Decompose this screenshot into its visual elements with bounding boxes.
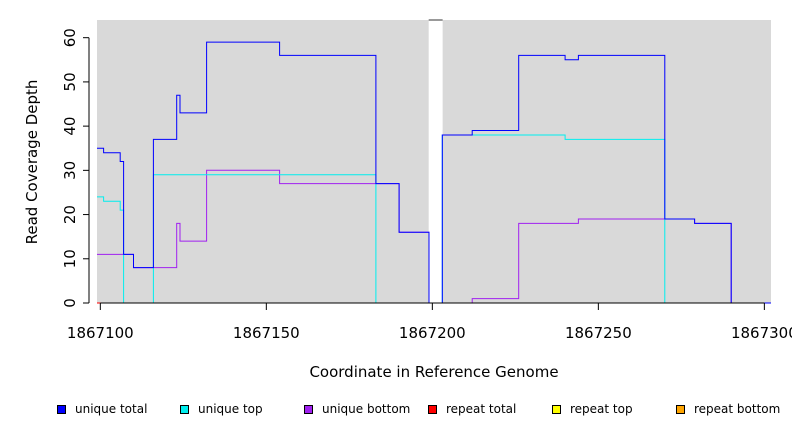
y-tick-label: 40 xyxy=(61,117,79,136)
y-axis-title: Read Coverage Depth xyxy=(23,80,41,245)
y-axis: 0 10 20 30 40 50 60 xyxy=(61,28,90,308)
y-tick-label: 50 xyxy=(61,72,79,91)
legend-label: repeat total xyxy=(446,402,517,416)
legend-item-repeat-total: repeat total xyxy=(428,400,516,418)
y-tick-label: 20 xyxy=(61,205,79,224)
legend-label: repeat bottom xyxy=(694,402,781,416)
legend-label: unique total xyxy=(75,402,148,416)
y-tick-label: 0 xyxy=(61,298,79,308)
series-unique-total xyxy=(97,41,771,304)
y-tick-label: 60 xyxy=(61,28,79,47)
y-tick-label: 30 xyxy=(61,161,79,180)
legend-swatch xyxy=(57,404,66,414)
legend-item-unique-bottom: unique bottom xyxy=(304,400,410,418)
x-tick-label: 1867300 xyxy=(731,324,792,342)
legend-label: unique bottom xyxy=(322,402,411,416)
legend-label: unique top xyxy=(198,402,263,416)
legend-swatch xyxy=(428,404,437,414)
legend-label: repeat top xyxy=(570,402,633,416)
legend-item-unique-top: unique top xyxy=(180,400,263,418)
y-tick-label: 10 xyxy=(61,249,79,268)
x-tick-label: 1867250 xyxy=(565,324,632,342)
legend-swatch xyxy=(304,404,313,414)
plot-panel-left xyxy=(97,20,429,303)
legend: unique total unique top unique bottom repea… xyxy=(0,400,792,420)
x-tick-label: 1867150 xyxy=(233,324,300,342)
legend-item-repeat-bottom: repeat bottom xyxy=(676,400,780,418)
legend-swatch xyxy=(180,404,189,414)
x-axis: 1867100 1867150 1867200 1867250 1867300 xyxy=(67,302,792,342)
legend-item-repeat-top: repeat top xyxy=(552,400,633,418)
legend-swatch xyxy=(676,404,685,414)
x-axis-title: Coordinate in Reference Genome xyxy=(309,363,558,381)
x-tick-label: 1867100 xyxy=(67,324,134,342)
legend-item-unique-total: unique total xyxy=(57,400,147,418)
x-tick-label: 1867200 xyxy=(399,324,466,342)
plot-background xyxy=(97,19,771,303)
legend-swatch xyxy=(552,404,561,414)
coverage-chart: 1867100 1867150 1867200 1867250 1867300 0 10 2… xyxy=(23,19,792,381)
plot-panel-right xyxy=(442,20,771,303)
